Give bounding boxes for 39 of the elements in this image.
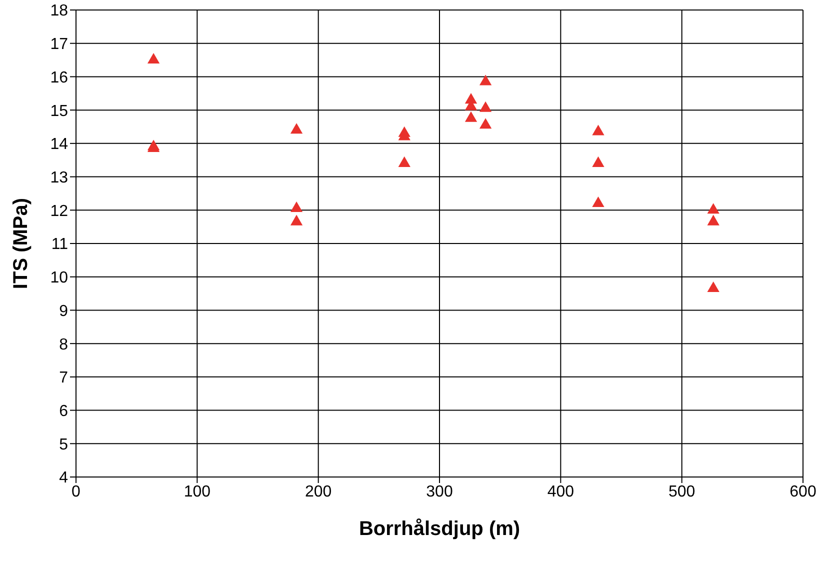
y-axis-title: ITS (MPa) — [10, 198, 32, 290]
y-tick-label: 16 — [50, 69, 68, 86]
point — [592, 196, 604, 207]
point — [479, 118, 492, 129]
x-axis-title: Borrhålsdjup (m) — [358, 518, 520, 540]
y-tick-label: 18 — [50, 2, 68, 20]
point — [707, 214, 720, 226]
point — [707, 203, 720, 214]
y-tick-label: 14 — [50, 136, 68, 154]
x-tick-label: 100 — [184, 483, 211, 500]
point — [707, 282, 720, 292]
point — [398, 156, 410, 167]
y-tick-label: 15 — [50, 102, 68, 120]
y-tick-label: 11 — [51, 236, 68, 254]
y-tick-label: 6 — [59, 402, 68, 420]
y-tick-label: 7 — [59, 370, 68, 387]
x-tick-label: 300 — [426, 483, 453, 500]
y-tick-label: 13 — [50, 169, 68, 186]
y-tick-label: 17 — [50, 36, 68, 54]
y-tick-label: 8 — [59, 336, 68, 354]
x-tick-label: 600 — [790, 483, 816, 500]
point — [147, 53, 160, 64]
y-tick-label: 9 — [59, 302, 68, 320]
x-tick-label: 400 — [547, 483, 574, 500]
point — [290, 201, 303, 212]
point — [479, 101, 492, 112]
x-tick-label: 0 — [72, 483, 81, 500]
x-tick-label: 500 — [668, 483, 696, 500]
y-tick-label: 10 — [50, 270, 68, 287]
y-tick-label: 5 — [59, 436, 68, 454]
point — [592, 156, 604, 167]
x-tick-label: 200 — [304, 483, 332, 500]
y-tick-label: 4 — [59, 470, 68, 487]
point — [464, 111, 478, 122]
point — [592, 124, 604, 136]
point — [290, 214, 303, 226]
point — [290, 123, 303, 134]
point — [479, 74, 492, 86]
y-tick-label: 12 — [50, 202, 68, 220]
